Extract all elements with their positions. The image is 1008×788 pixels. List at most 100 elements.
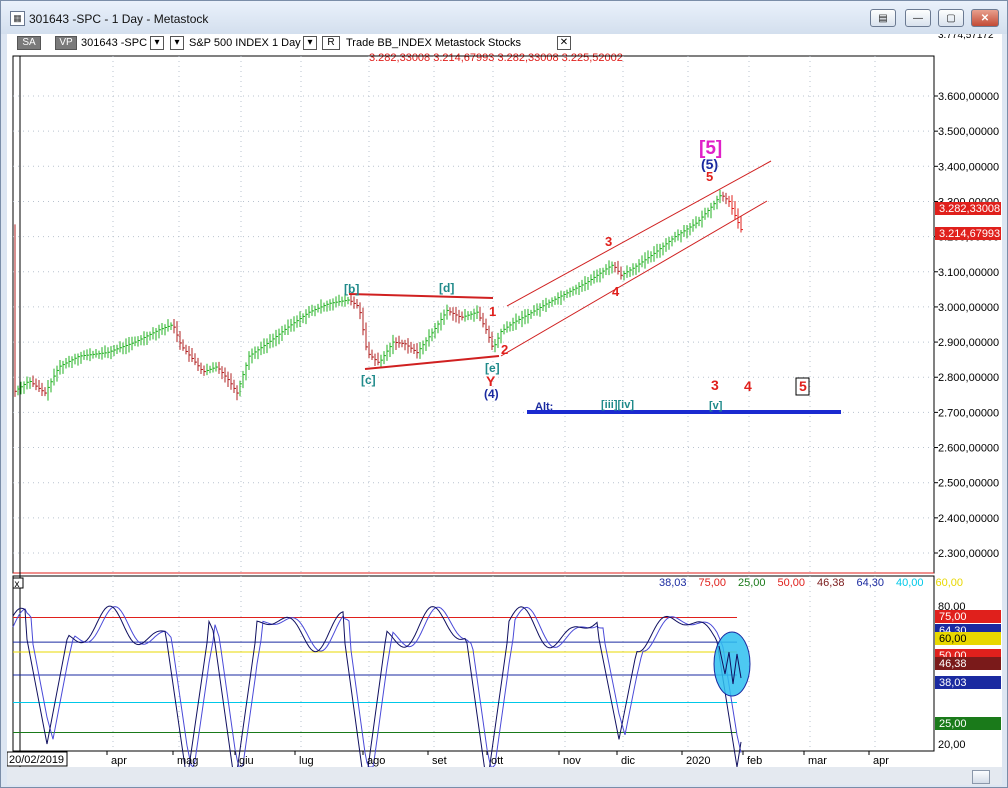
indicator-value: 60,00 bbox=[936, 577, 964, 589]
alt-v: [v] bbox=[709, 400, 723, 412]
price-badge-label: 3.214,67993 bbox=[939, 228, 1000, 240]
minimize-button[interactable]: — bbox=[905, 9, 931, 27]
month-label: feb bbox=[747, 755, 762, 767]
indicator-panel-frame bbox=[12, 575, 935, 752]
indicator-value: 46,38 bbox=[817, 577, 845, 589]
tile-button[interactable]: ▤ bbox=[870, 9, 896, 27]
future-5-box bbox=[795, 377, 810, 396]
indicator-close-icon: x bbox=[15, 579, 20, 590]
title-bar[interactable]: ▦ 301643 -SPC - 1 Day - Metastock ▤ — ▢ … bbox=[1, 1, 1007, 34]
quote-line: 3.282,33008 3.214,67993 3.282,33008 3.22… bbox=[369, 52, 623, 64]
chart-area[interactable]: SA VP 301643 -SPC ▾ ▾ S&P 500 INDEX 1 Da… bbox=[7, 34, 1002, 767]
channel-lower-line bbox=[500, 200, 768, 357]
month-label: apr bbox=[111, 755, 127, 767]
month-label: 2020 bbox=[686, 755, 710, 767]
wave-2: 2 bbox=[501, 342, 508, 357]
future-4: 4 bbox=[744, 378, 752, 394]
symbol-dropdown[interactable]: ▾ bbox=[150, 36, 164, 50]
price-chart-svg[interactable]: 3.600,000003.500,000003.400,000003.300,0… bbox=[7, 34, 1002, 767]
scroll-thumb[interactable] bbox=[972, 770, 990, 784]
indicator-badge-label: 25,00 bbox=[939, 718, 967, 730]
price-badge bbox=[935, 227, 1001, 240]
chart-app-icon: ▦ bbox=[10, 11, 25, 26]
r-dropdown[interactable]: R bbox=[322, 36, 340, 50]
price-tick-label: 2.700,00000 bbox=[938, 407, 999, 419]
wave-d: [d] bbox=[439, 281, 454, 295]
price-tick-label: 3.500,00000 bbox=[938, 126, 999, 138]
month-label: dic bbox=[621, 755, 636, 767]
month-label: apr bbox=[873, 755, 889, 767]
wave-5-paren: (5) bbox=[701, 156, 718, 172]
month-label: lug bbox=[299, 755, 314, 767]
indicator-badge bbox=[935, 610, 1001, 623]
index-name-label: S&P 500 INDEX 1 Day bbox=[189, 37, 301, 49]
window-title: 301643 -SPC - 1 Day - Metastock bbox=[29, 12, 209, 26]
price-tick-label: 3.000,00000 bbox=[938, 302, 999, 314]
price-tick-label: 3.100,00000 bbox=[938, 267, 999, 279]
indicator-value: 75,00 bbox=[699, 577, 727, 589]
month-label: ago bbox=[367, 755, 385, 767]
month-label: mar bbox=[808, 755, 827, 767]
month-label: giu bbox=[239, 755, 254, 767]
wave-b: [b] bbox=[344, 282, 359, 296]
indicator-badge bbox=[935, 717, 1001, 730]
highlight-ellipse bbox=[713, 631, 751, 697]
price-badge-label: 3.282,33008 bbox=[939, 203, 1000, 215]
toolbar-close-icon[interactable]: ✕ bbox=[557, 36, 571, 50]
wave-1: 1 bbox=[489, 304, 496, 319]
indicator-value: 25,00 bbox=[738, 577, 766, 589]
period-dropdown[interactable]: ▾ bbox=[303, 36, 317, 50]
triangle-upper-line bbox=[348, 293, 494, 299]
indicator-badge bbox=[935, 657, 1001, 670]
indicator-axis-bottom: 20,00 bbox=[938, 739, 966, 751]
wave-y: Y bbox=[486, 373, 496, 389]
price-tick-label: 3.400,00000 bbox=[938, 161, 999, 173]
maximize-button[interactable]: ▢ bbox=[938, 9, 964, 27]
indicator-badge-label: 60,00 bbox=[939, 633, 967, 645]
price-tick-label: 2.900,00000 bbox=[938, 337, 999, 349]
indicator-badge-label: 46,38 bbox=[939, 658, 967, 670]
wave-c: [c] bbox=[361, 373, 376, 387]
alt-label: Alt: bbox=[535, 401, 553, 413]
indicator-badge-label: 38,03 bbox=[939, 677, 967, 689]
wave-e: [e] bbox=[485, 361, 500, 375]
indicator-value: 50,00 bbox=[778, 577, 806, 589]
trade-info-label: Trade BB_INDEX Metastock Stocks bbox=[346, 37, 522, 49]
future-5: 5 bbox=[799, 378, 807, 394]
triangle-lower-line bbox=[364, 355, 500, 370]
wave-4: 4 bbox=[612, 284, 620, 299]
indicator-value: 64,30 bbox=[857, 577, 885, 589]
vp-button[interactable]: VP bbox=[55, 36, 77, 50]
month-label: ott bbox=[491, 755, 503, 767]
month-label: nov bbox=[563, 755, 581, 767]
indicator-badge-label: 75,00 bbox=[939, 611, 967, 623]
wave-5-bracket: [5] bbox=[699, 138, 722, 159]
close-button[interactable]: ✕ bbox=[971, 9, 999, 27]
indicator-signal-line bbox=[12, 606, 742, 767]
ellipse-oscillator-line bbox=[718, 645, 742, 685]
indicator-close-box bbox=[12, 577, 24, 589]
alt-iii-iv: [iii][iv] bbox=[601, 399, 634, 411]
price-tick-label: 2.300,00000 bbox=[938, 548, 999, 560]
sa-button[interactable]: SA bbox=[17, 36, 41, 50]
start-date-label: 20/02/2019 bbox=[9, 754, 64, 766]
price-tick-label: 2.500,00000 bbox=[938, 478, 999, 490]
month-label: set bbox=[432, 755, 447, 767]
indicator-main-line bbox=[12, 605, 742, 767]
wave-4-paren: (4) bbox=[484, 387, 499, 401]
start-date-box bbox=[7, 751, 68, 767]
price-tick-label: 2.600,00000 bbox=[938, 443, 999, 455]
month-label: mag bbox=[177, 755, 198, 767]
price-tick-label: 2.400,00000 bbox=[938, 513, 999, 525]
wave-5: 5 bbox=[706, 169, 713, 184]
indicator-badge bbox=[935, 632, 1001, 645]
horizontal-scrollbar[interactable] bbox=[7, 767, 1002, 785]
price-tick-label: 3.600,00000 bbox=[938, 91, 999, 103]
index-dropdown[interactable]: ▾ bbox=[170, 36, 184, 50]
indicator-value: 38,03 bbox=[659, 577, 687, 589]
price-top-label: 3.774,57172 bbox=[938, 34, 994, 41]
indicator-badge bbox=[935, 676, 1001, 689]
price-tick-label: 2.800,00000 bbox=[938, 372, 999, 384]
price-badge bbox=[935, 202, 1001, 215]
channel-upper-line bbox=[506, 160, 772, 307]
